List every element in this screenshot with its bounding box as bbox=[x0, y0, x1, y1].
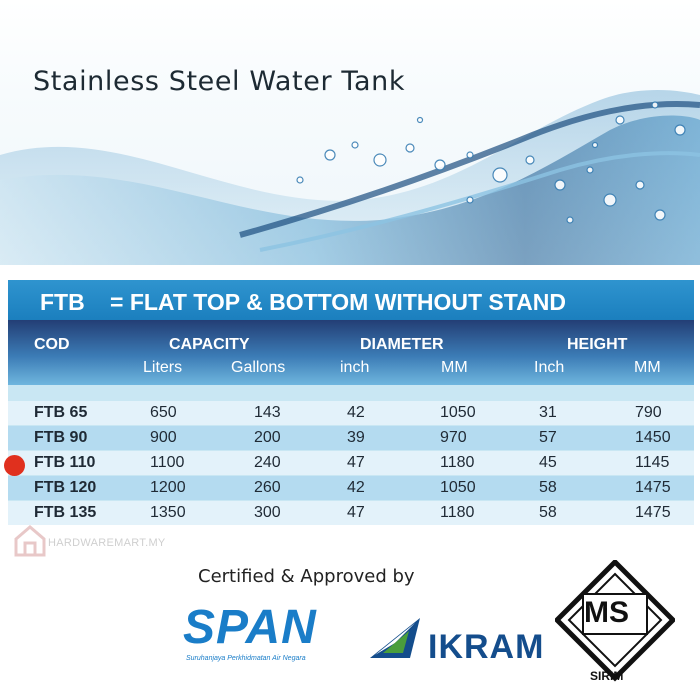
certified-caption: Certified & Approved by bbox=[198, 566, 415, 587]
header-height-mm: MM bbox=[634, 359, 661, 376]
cell-code: FTB 110 bbox=[34, 454, 96, 471]
banner-description: = FLAT TOP & BOTTOM WITHOUT STAND bbox=[110, 289, 566, 315]
cell-height-inch: 45 bbox=[539, 454, 557, 471]
sirim-ms-icon bbox=[555, 560, 675, 682]
cell-liters: 1100 bbox=[150, 454, 185, 471]
cell-diameter-inch: 42 bbox=[347, 404, 365, 421]
highlight-dot bbox=[4, 455, 25, 476]
cell-height-mm: 790 bbox=[635, 404, 662, 421]
cell-height-mm: 1450 bbox=[635, 429, 671, 446]
hero-banner: Stainless Steel Water Tank bbox=[0, 0, 700, 265]
page-title: Stainless Steel Water Tank bbox=[33, 66, 406, 97]
cell-diameter-mm: 1050 bbox=[440, 479, 476, 496]
cell-gallons: 300 bbox=[254, 504, 281, 521]
cell-gallons: 260 bbox=[254, 479, 281, 496]
table-banner: FTB = FLAT TOP & BOTTOM WITHOUT STAND bbox=[8, 280, 694, 320]
cell-diameter-mm: 1180 bbox=[440, 504, 475, 521]
header-gallons: Gallons bbox=[231, 359, 286, 376]
cell-code: FTB 90 bbox=[34, 429, 88, 446]
header-diameter-mm: MM bbox=[441, 359, 468, 376]
header-height: HEIGHT bbox=[567, 336, 628, 353]
spec-table: FTB = FLAT TOP & BOTTOM WITHOUT STAND CO… bbox=[8, 280, 694, 525]
table-header: COD CAPACITY DIAMETER HEIGHT Liters Gall… bbox=[8, 320, 694, 385]
table-row: FTB 120 1200 260 42 1050 58 1475 bbox=[8, 476, 694, 500]
banner-code: FTB bbox=[40, 289, 85, 315]
cell-diameter-mm: 1180 bbox=[440, 454, 475, 471]
cell-code: FTB 65 bbox=[34, 404, 88, 421]
cell-gallons: 143 bbox=[254, 404, 281, 421]
ikram-logo: IKRAM bbox=[428, 628, 545, 666]
house-icon bbox=[14, 525, 46, 557]
water-splash-image bbox=[0, 90, 700, 265]
sirim-label: SIRIM bbox=[590, 669, 624, 683]
cell-height-mm: 1145 bbox=[635, 454, 670, 471]
table-row: FTB 110 1100 240 47 1180 45 1145 bbox=[8, 451, 694, 475]
cell-height-inch: 31 bbox=[539, 404, 557, 421]
cell-diameter-inch: 39 bbox=[347, 429, 365, 446]
cell-diameter-inch: 47 bbox=[347, 454, 365, 471]
ikram-logo-icon bbox=[370, 618, 420, 658]
cell-diameter-inch: 42 bbox=[347, 479, 365, 496]
cell-code: FTB 120 bbox=[34, 479, 97, 496]
cell-diameter-mm: 970 bbox=[440, 429, 467, 446]
cell-height-inch: 58 bbox=[539, 479, 557, 496]
cell-liters: 650 bbox=[150, 404, 177, 421]
watermark-text: HARDWAREMART.MY bbox=[48, 537, 166, 549]
span-subtitle: Suruhanjaya Perkhidmatan Air Negara bbox=[186, 655, 306, 662]
ms-mark-label: MS bbox=[584, 596, 629, 629]
header-diameter-inch: inch bbox=[340, 359, 370, 376]
cell-gallons: 200 bbox=[254, 429, 281, 446]
table-row: FTB 135 1350 300 47 1180 58 1475 bbox=[8, 501, 694, 525]
header-diameter: DIAMETER bbox=[360, 336, 444, 353]
header-cod: COD bbox=[34, 336, 70, 353]
cell-height-inch: 57 bbox=[539, 429, 557, 446]
header-liters: Liters bbox=[143, 359, 183, 376]
cell-height-inch: 58 bbox=[539, 504, 557, 521]
cell-diameter-mm: 1050 bbox=[440, 404, 476, 421]
table-row: FTB 65 650 143 42 1050 31 790 bbox=[8, 401, 694, 425]
table-row: FTB 90 900 200 39 970 57 1450 bbox=[8, 426, 694, 450]
cell-height-mm: 1475 bbox=[635, 479, 671, 496]
cell-liters: 1350 bbox=[150, 504, 186, 521]
span-logo: SPAN bbox=[183, 601, 317, 654]
cell-diameter-inch: 47 bbox=[347, 504, 365, 521]
cell-liters: 1200 bbox=[150, 479, 186, 496]
header-height-inch: Inch bbox=[534, 359, 565, 376]
cell-gallons: 240 bbox=[254, 454, 281, 471]
header-capacity: CAPACITY bbox=[169, 336, 250, 353]
cell-code: FTB 135 bbox=[34, 504, 97, 521]
cell-liters: 900 bbox=[150, 429, 177, 446]
cell-height-mm: 1475 bbox=[635, 504, 671, 521]
